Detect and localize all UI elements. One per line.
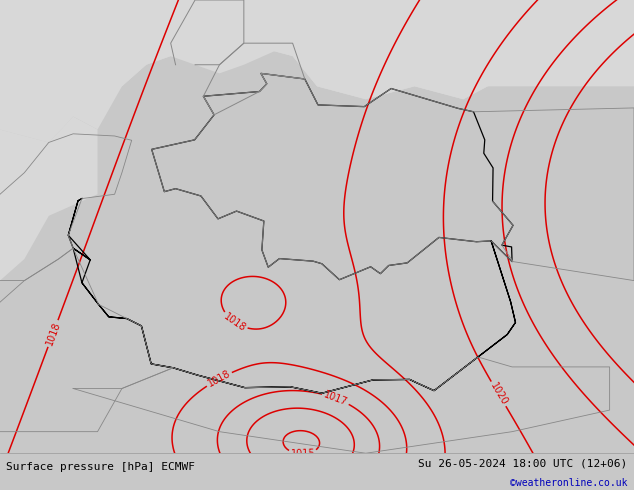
Text: 1018: 1018 <box>206 368 232 389</box>
Polygon shape <box>0 0 293 143</box>
Text: 1015: 1015 <box>290 449 315 459</box>
Polygon shape <box>244 0 634 99</box>
Text: ©weatheronline.co.uk: ©weatheronline.co.uk <box>510 478 628 489</box>
Polygon shape <box>0 117 98 367</box>
Text: 1018: 1018 <box>222 311 248 333</box>
Text: Su 26-05-2024 18:00 UTC (12+06): Su 26-05-2024 18:00 UTC (12+06) <box>418 459 628 468</box>
Polygon shape <box>0 0 634 143</box>
Text: 1020: 1020 <box>488 381 509 407</box>
Text: 1017: 1017 <box>323 390 349 408</box>
Text: Surface pressure [hPa] ECMWF: Surface pressure [hPa] ECMWF <box>6 462 195 472</box>
Text: 1018: 1018 <box>44 320 62 347</box>
Text: 1016: 1016 <box>261 463 287 481</box>
